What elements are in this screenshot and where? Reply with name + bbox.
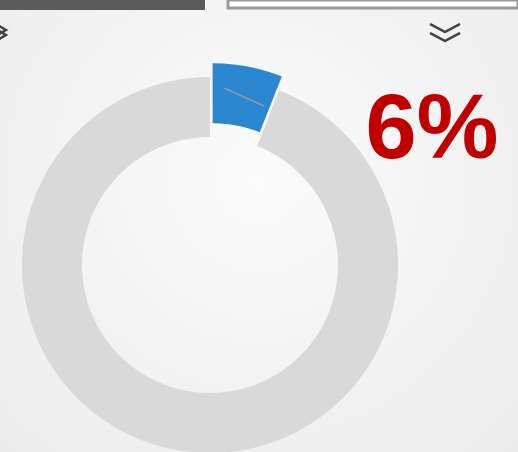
value-label: 6% (366, 76, 499, 178)
chevron (0, 22, 461, 43)
leader-line (223, 87, 265, 107)
pie-slice (22, 77, 398, 452)
top-image (0, 0, 205, 10)
top-panel (226, 0, 518, 10)
